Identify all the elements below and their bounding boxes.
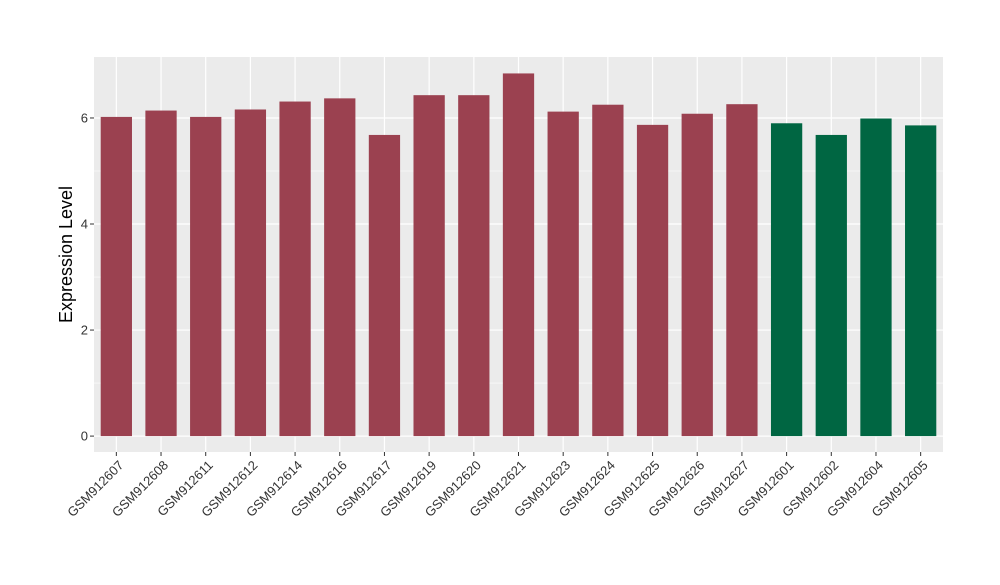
bars	[100, 73, 937, 437]
bar-GSM912626	[681, 113, 713, 437]
bar-GSM912620	[458, 95, 490, 437]
bar-GSM912624	[592, 104, 624, 437]
y-tick-label: 2	[81, 323, 88, 338]
bar-GSM912608	[145, 110, 177, 437]
bar-GSM912614	[279, 101, 311, 437]
y-tick-label: 4	[81, 217, 88, 232]
bar-GSM912604	[860, 118, 892, 437]
bar-GSM912611	[190, 116, 222, 437]
bar-GSM912601	[770, 123, 803, 437]
bar-GSM912607	[100, 116, 132, 437]
bar-GSM912612	[234, 109, 267, 437]
y-tick-label: 0	[81, 429, 88, 444]
bar-GSM912605	[905, 125, 937, 437]
y-axis: 0 2 4 6	[81, 110, 94, 444]
bar-GSM912619	[413, 95, 445, 437]
bar-GSM912617	[368, 134, 401, 437]
bar-GSM912627	[726, 104, 758, 437]
bar-GSM912621	[502, 73, 535, 437]
bar-GSM912623	[547, 111, 579, 437]
y-tick-label: 6	[81, 110, 88, 125]
bar-GSM912625	[636, 124, 669, 437]
bar-GSM912616	[324, 98, 356, 437]
x-axis: GSM912607GSM912608GSM912611GSM912612GSM9…	[64, 452, 931, 520]
bar-GSM912602	[815, 134, 847, 437]
y-axis-label: Expression Level	[56, 186, 76, 323]
